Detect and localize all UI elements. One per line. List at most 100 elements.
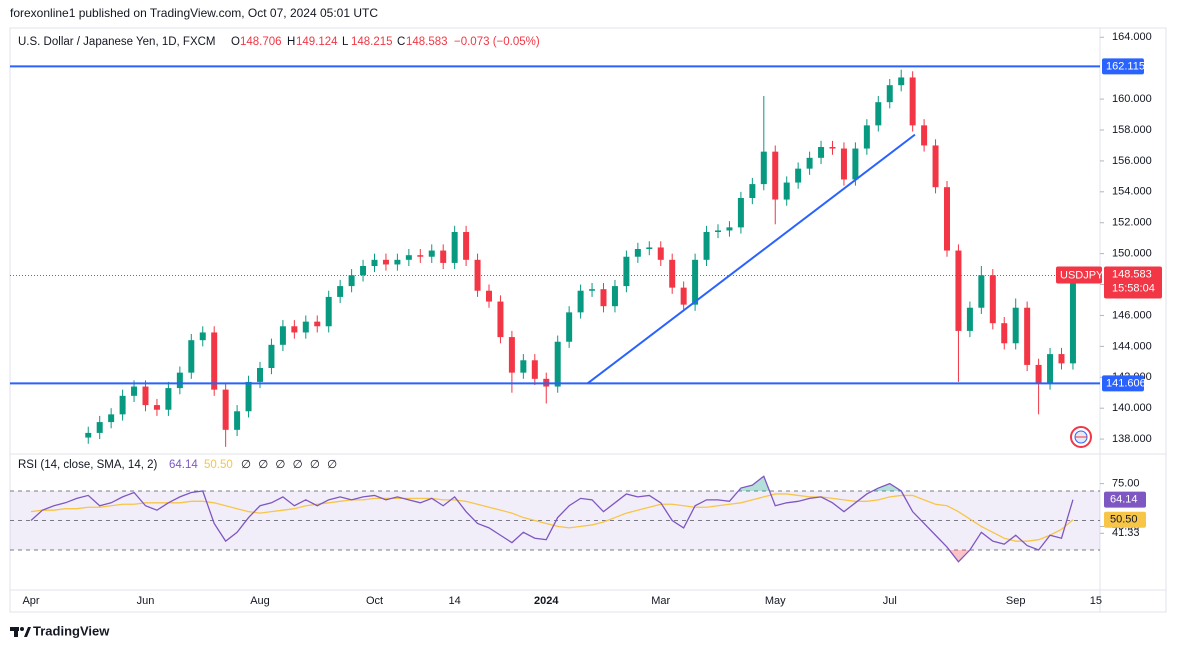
candle-body [1058, 354, 1065, 364]
candle-body [978, 275, 985, 308]
candle-body [692, 259, 699, 305]
footer-logo [10, 627, 31, 637]
rsi-line [30, 475, 1074, 563]
candle-body [863, 125, 870, 149]
rsi-value-box [1104, 511, 1146, 528]
change-value: −0.073 (−0.05%) [454, 36, 540, 48]
published-note: forexonline1 published on TradingView.co… [10, 6, 378, 20]
candle-body [669, 259, 676, 288]
candle-body [749, 184, 756, 198]
candle-body [737, 198, 744, 228]
candle-body [188, 340, 195, 373]
candle-body [944, 187, 950, 251]
candle-body [474, 259, 481, 291]
candle-body [96, 422, 103, 433]
candle-body [497, 301, 504, 338]
ohlc-value: 149.124 [296, 36, 338, 48]
rsi-title: RSI (14, close, SMA, 14, 2) [18, 459, 158, 471]
candle-body [1024, 307, 1031, 365]
ohlc-value: 148.706 [240, 36, 282, 48]
y-tick-label: 154.000 [1112, 186, 1152, 198]
rsi-plot [10, 475, 1100, 563]
candle-body [508, 337, 515, 373]
price-tag-box [1104, 266, 1162, 299]
candle-body [291, 326, 298, 333]
candle-body [772, 151, 779, 200]
candle-body [783, 182, 790, 200]
y-tick-label: 160.000 [1112, 93, 1152, 105]
trend-line [586, 133, 916, 385]
ohlc-value: 148.215 [351, 36, 393, 48]
candle-body [131, 386, 138, 396]
rsi-extra-legend: ∅ ∅ ∅ ∅ ∅ ∅ [241, 459, 339, 471]
x-tick-label: 15 [1090, 595, 1102, 607]
candle-body [405, 255, 412, 260]
candle-body [153, 405, 160, 410]
ohlc-letter: L [342, 36, 349, 48]
candle-body [211, 332, 218, 390]
candle-body [268, 344, 275, 368]
candle-body [818, 147, 825, 158]
y-tick-label: 144.000 [1112, 340, 1152, 352]
x-tick-label: Sep [1006, 595, 1026, 607]
candle-body [577, 290, 584, 313]
candle-body [840, 148, 847, 180]
y-tick-label: 138.000 [1112, 433, 1152, 445]
candle-body [463, 232, 470, 260]
candle-body [921, 125, 928, 146]
flag-icon [1070, 426, 1092, 448]
x-tick-label: 14 [449, 595, 461, 607]
candle-body [382, 259, 389, 265]
candle-body [486, 290, 492, 302]
rsi-value-box [1104, 491, 1146, 508]
candle-body [279, 326, 286, 345]
y-tick-label: 75.00 [1112, 478, 1140, 490]
x-tick-label: Jun [137, 595, 155, 607]
hline-label-box [1102, 375, 1144, 392]
candle-body [85, 432, 92, 438]
candle-body [302, 321, 309, 333]
y-tick-label: 146.000 [1112, 309, 1152, 321]
candle-body [806, 157, 813, 169]
candle-body [314, 321, 321, 327]
candle-body [1069, 275, 1076, 364]
candle-body [257, 368, 263, 382]
candle-body [1001, 323, 1008, 344]
candle-body [886, 85, 893, 103]
y-tick-label: 158.000 [1112, 124, 1152, 136]
candle-body [165, 388, 172, 410]
candle-body [715, 230, 721, 232]
countdown: 15:58:04 [1112, 282, 1155, 294]
candle-body [589, 289, 596, 291]
candle-body [623, 256, 630, 287]
candle-body [520, 360, 527, 373]
ohlc-letter: H [287, 36, 295, 48]
candle-body [611, 286, 618, 307]
candle-body [108, 414, 115, 423]
hline-label: 141.606 [1106, 377, 1146, 389]
x-tick-label: Mar [651, 595, 670, 607]
candle-body [199, 332, 206, 341]
x-tick-label: Apr [22, 595, 39, 607]
y-tick-label: 164.000 [1112, 31, 1152, 43]
y-tick-label: 150.000 [1112, 248, 1152, 260]
frame [9, 27, 1167, 613]
candle-body [657, 247, 664, 260]
candle-body [337, 286, 344, 297]
rsi-value-tag: 64.14 [1110, 494, 1138, 506]
price-plot [10, 65, 1100, 447]
candle-body [955, 250, 962, 331]
footer-brand: TradingView [33, 623, 110, 638]
candle-body [360, 266, 367, 276]
candle-body [600, 289, 607, 307]
x-tick-label: Jul [883, 595, 897, 607]
x-tick-label: Oct [366, 595, 383, 607]
ohlc-letter: O [231, 36, 240, 48]
candle-body [325, 296, 332, 327]
candle-body [726, 227, 733, 231]
y-tick-label: 152.000 [1112, 217, 1152, 229]
ohlc-letter: C [397, 36, 405, 48]
candle-body [875, 102, 882, 126]
y-tick-label: 156.000 [1112, 155, 1152, 167]
candle-body [852, 148, 859, 180]
